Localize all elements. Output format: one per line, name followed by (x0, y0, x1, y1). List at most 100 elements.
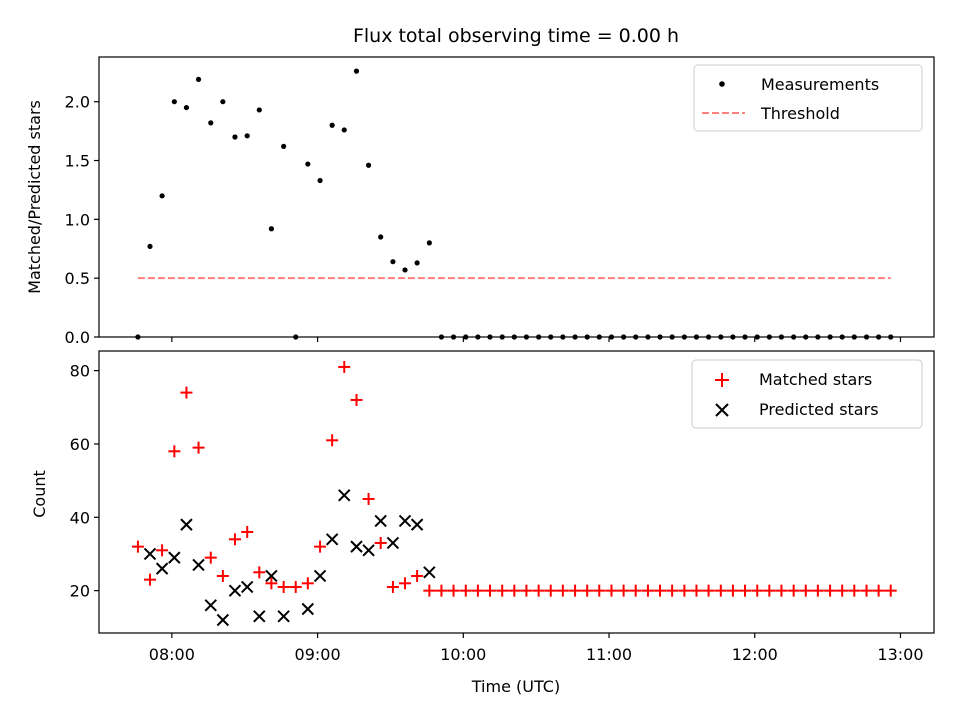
matched-star-point (144, 573, 157, 586)
predicted-star-point (192, 558, 205, 572)
measurement-point (353, 68, 360, 74)
matched-stars-series (131, 360, 897, 597)
matched-star-point (787, 584, 800, 597)
matched-star-point (216, 569, 229, 582)
matched-star-point (168, 445, 181, 458)
predicted-star-point (143, 547, 157, 561)
matched-star-point (824, 584, 837, 597)
measurement-point (244, 133, 250, 139)
predicted-star-point (253, 610, 266, 623)
matched-star-point (386, 580, 399, 593)
matched-star-point (702, 584, 715, 597)
matched-star-point (714, 584, 727, 597)
bottom-x-ticks: 08:00 09:00 10:00 11:00 12:00 13:00 (149, 633, 924, 664)
matched-star-point (411, 569, 424, 582)
x-axis-label: Time (UTC) (471, 677, 560, 696)
predicted-star-point (410, 518, 424, 531)
predicted-stars-legend-marker (715, 403, 729, 417)
matched-star-point (496, 584, 509, 597)
matched-star-point (860, 584, 873, 597)
x-tick-label: 11:00 (586, 645, 632, 664)
matched-star-point (241, 525, 254, 538)
matched-star-point (581, 584, 594, 597)
measurement-point (147, 243, 153, 250)
matched-star-point (423, 584, 436, 597)
predicted-stars-legend-label: Predicted stars (759, 400, 879, 419)
matched-star-point (508, 584, 521, 597)
chart-title: Flux total observing time = 0.00 h (353, 25, 679, 47)
predicted-star-point (216, 613, 230, 627)
bottom-y-axis-label: Count (30, 470, 49, 518)
matched-star-point (678, 584, 691, 597)
matched-star-point (605, 584, 618, 597)
predicted-star-point (168, 551, 181, 564)
predicted-star-point (374, 514, 387, 528)
matched-star-point (520, 584, 533, 597)
matched-star-point (374, 536, 387, 549)
matched-star-point (447, 584, 460, 597)
measurement-point (402, 267, 408, 273)
top-y-tick-label: 0.0 (65, 328, 90, 347)
matched-star-point (629, 584, 642, 597)
matched-star-point (544, 584, 557, 597)
measurements-legend-marker (719, 81, 725, 87)
measurement-point (171, 99, 177, 105)
matched-star-point (811, 584, 824, 597)
measurement-point (183, 104, 190, 111)
matched-star-point (338, 360, 351, 373)
matched-star-point (641, 584, 654, 597)
measurement-point (232, 134, 238, 140)
x-tick-label: 10:00 (440, 645, 486, 664)
predicted-star-point (386, 536, 400, 550)
matched-star-point (289, 580, 302, 593)
predicted-star-point (325, 533, 339, 546)
matched-star-point (228, 533, 241, 546)
bottom-panel: Count Time (UTC) 20 40 60 80 08:00 09:00 10:0… (30, 350, 935, 696)
predicted-star-point (362, 544, 375, 557)
measurement-point (256, 107, 262, 113)
matched-star-point (617, 584, 630, 597)
matched-star-point (836, 584, 849, 597)
top-y-tick-label: 2.0 (65, 93, 90, 112)
predicted-star-point (338, 489, 351, 502)
matched-star-point (738, 584, 751, 597)
predicted-star-point (398, 514, 412, 528)
predicted-star-point (204, 599, 217, 612)
matched-star-point (301, 577, 314, 590)
x-tick-label: 12:00 (732, 645, 778, 664)
measurement-point (208, 120, 214, 126)
top-y-tick-label: 1.0 (65, 210, 90, 229)
matched-star-point (726, 584, 739, 597)
measurement-point (329, 122, 335, 128)
measurement-point (281, 143, 287, 150)
top-legend: Measurements Threshold (693, 64, 923, 132)
matched-star-point (666, 584, 679, 597)
measurement-point (414, 260, 420, 266)
top-y-axis-label: Matched/Predicted stars (25, 100, 44, 294)
measurement-point (365, 162, 372, 168)
predicted-star-point (423, 566, 436, 579)
matched-star-point (435, 584, 448, 597)
matched-star-point (131, 540, 144, 553)
predicted-star-point (277, 610, 290, 623)
measurement-point (317, 177, 323, 184)
bottom-y-ticks: 20 40 60 80 (70, 362, 99, 601)
bottom-legend: Matched stars Predicted stars (691, 359, 923, 429)
predicted-star-point (228, 584, 242, 597)
matched-star-point (192, 441, 205, 454)
matched-star-point (483, 584, 496, 597)
measurement-point (390, 259, 396, 265)
top-x-ticks (171, 337, 902, 342)
predicted-star-point (155, 562, 169, 575)
top-panel: Flux total observing time = 0.00 h Match… (25, 25, 935, 347)
bottom-plot-frame (98, 350, 935, 634)
bottom-y-tick-label: 80 (70, 362, 90, 381)
measurement-point (220, 99, 226, 105)
x-tick-label: 09:00 (295, 645, 341, 664)
matched-star-point (156, 544, 169, 557)
matched-star-point (654, 584, 667, 597)
top-y-tick-label: 0.5 (65, 269, 90, 288)
matched-star-point (314, 540, 327, 553)
top-y-ticks: 0.0 0.5 1.0 1.5 2.0 (65, 93, 99, 347)
